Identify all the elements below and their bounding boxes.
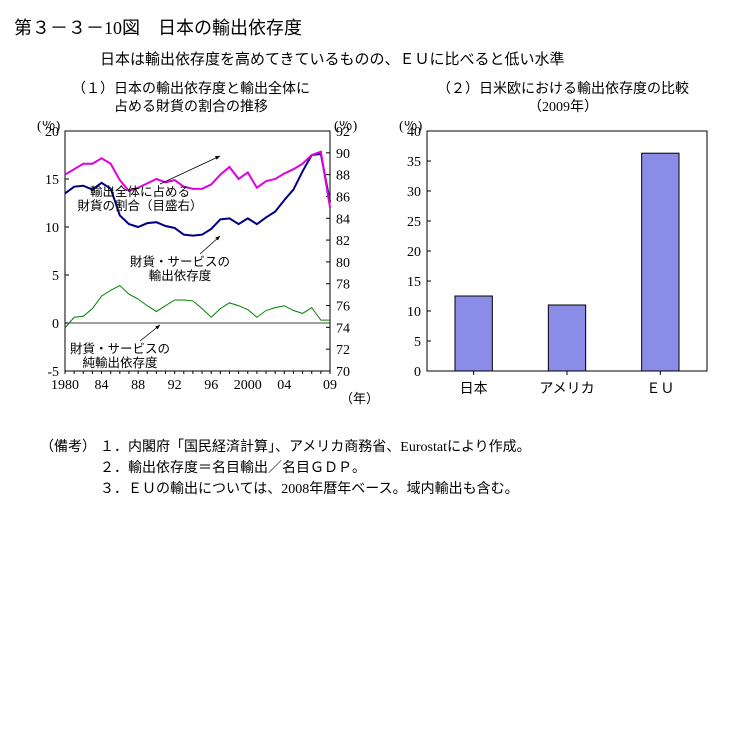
svg-text:2000: 2000 — [234, 378, 262, 393]
right-chart: 0510152025303540(％)日本アメリカＥＵ — [382, 121, 727, 421]
svg-text:86: 86 — [336, 191, 350, 206]
svg-text:76: 76 — [336, 300, 350, 315]
left-chart: -505101520707274767880828486889092198084… — [10, 121, 370, 421]
svg-text:84: 84 — [336, 213, 350, 228]
notes-prefix: （備考） — [40, 437, 100, 458]
svg-text:78: 78 — [336, 278, 350, 293]
svg-text:0: 0 — [414, 365, 421, 380]
svg-text:82: 82 — [336, 234, 350, 249]
note-3: ３．ＥＵの輸出については、2008年暦年ベース。域内輸出も含む。 — [100, 479, 519, 500]
svg-text:日本: 日本 — [460, 381, 488, 397]
svg-text:72: 72 — [336, 344, 350, 359]
svg-text:ＥＵ: ＥＵ — [646, 382, 674, 397]
svg-text:財貨・サービスの: 財貨・サービスの — [70, 341, 170, 356]
svg-text:(％): (％) — [334, 121, 358, 134]
svg-text:80: 80 — [336, 256, 350, 271]
svg-text:（年）: （年） — [340, 391, 370, 406]
svg-text:09: 09 — [323, 378, 337, 393]
left-chart-title-l1: （１）日本の輸出依存度と輸出全体に — [72, 82, 310, 97]
svg-text:30: 30 — [407, 185, 421, 200]
svg-text:0: 0 — [52, 317, 59, 332]
svg-text:財貨・サービスの: 財貨・サービスの — [130, 254, 230, 269]
svg-text:04: 04 — [277, 378, 291, 393]
svg-text:15: 15 — [45, 173, 59, 188]
svg-text:(％): (％) — [37, 121, 61, 134]
svg-text:1980: 1980 — [51, 378, 79, 393]
svg-text:輸出依存度: 輸出依存度 — [149, 268, 212, 283]
svg-text:88: 88 — [336, 169, 350, 184]
charts-row: （１）日本の輸出依存度と輸出全体に 占める財貨の割合の推移 -505101520… — [10, 81, 734, 421]
svg-text:10: 10 — [45, 221, 59, 236]
notes: （備考） １．内閣府「国民経済計算」、アメリカ商務省、Eurostatにより作成… — [40, 437, 734, 500]
note-1: １．内閣府「国民経済計算」、アメリカ商務省、Eurostatにより作成。 — [100, 437, 531, 458]
note-2: ２．輸出依存度＝名目輸出／名目ＧＤＰ。 — [100, 458, 366, 479]
right-chart-title-l1: （２）日米欧における輸出依存度の比較 — [437, 82, 689, 97]
figure-title: 第３－３－10図 日本の輸出依存度 — [14, 14, 734, 40]
svg-text:10: 10 — [407, 305, 421, 320]
left-chart-block: （１）日本の輸出依存度と輸出全体に 占める財貨の割合の推移 -505101520… — [10, 81, 372, 421]
svg-text:25: 25 — [407, 215, 421, 230]
svg-text:84: 84 — [95, 378, 109, 393]
svg-text:財貨の割合（目盛右）: 財貨の割合（目盛右） — [77, 198, 202, 213]
svg-text:アメリカ: アメリカ — [539, 382, 594, 397]
svg-text:5: 5 — [414, 335, 421, 350]
svg-text:純輸出依存度: 純輸出依存度 — [82, 355, 158, 370]
svg-text:88: 88 — [131, 378, 145, 393]
svg-text:5: 5 — [52, 269, 59, 284]
svg-text:96: 96 — [204, 378, 218, 393]
left-chart-title-l2: 占める財貨の割合の推移 — [114, 100, 268, 115]
svg-text:20: 20 — [407, 245, 421, 260]
right-chart-title-l2: （2009年） — [528, 100, 598, 115]
svg-text:70: 70 — [336, 365, 350, 380]
svg-text:92: 92 — [168, 378, 182, 393]
svg-text:74: 74 — [336, 322, 350, 337]
svg-text:35: 35 — [407, 155, 421, 170]
subtitle: 日本は輸出依存度を高めてきているものの、ＥＵに比べると低い水準 — [100, 48, 734, 69]
svg-text:輸出全体に占める: 輸出全体に占める — [90, 184, 190, 199]
right-chart-block: （２）日米欧における輸出依存度の比較 （2009年） 0 5 10 15 20 25 30 3… — [382, 81, 734, 421]
svg-text:90: 90 — [336, 147, 350, 162]
svg-text:(％): (％) — [399, 121, 423, 134]
svg-text:15: 15 — [407, 275, 421, 290]
